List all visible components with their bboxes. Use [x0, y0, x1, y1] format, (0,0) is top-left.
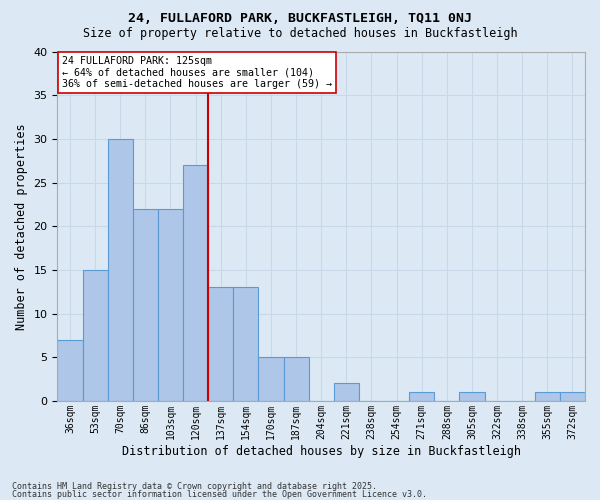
- Bar: [409, 392, 434, 401]
- Bar: [560, 392, 585, 401]
- Bar: [233, 288, 259, 401]
- Bar: [259, 357, 284, 401]
- Bar: [58, 340, 83, 401]
- Bar: [460, 392, 485, 401]
- Y-axis label: Number of detached properties: Number of detached properties: [15, 123, 28, 330]
- Text: 24 FULLAFORD PARK: 125sqm
← 64% of detached houses are smaller (104)
36% of semi: 24 FULLAFORD PARK: 125sqm ← 64% of detac…: [62, 56, 332, 89]
- Text: Contains HM Land Registry data © Crown copyright and database right 2025.: Contains HM Land Registry data © Crown c…: [12, 482, 377, 491]
- Bar: [284, 357, 308, 401]
- Bar: [334, 384, 359, 401]
- Bar: [83, 270, 107, 401]
- Bar: [158, 208, 183, 401]
- Text: Size of property relative to detached houses in Buckfastleigh: Size of property relative to detached ho…: [83, 28, 517, 40]
- Bar: [535, 392, 560, 401]
- Text: 24, FULLAFORD PARK, BUCKFASTLEIGH, TQ11 0NJ: 24, FULLAFORD PARK, BUCKFASTLEIGH, TQ11 …: [128, 12, 472, 26]
- Text: Contains public sector information licensed under the Open Government Licence v3: Contains public sector information licen…: [12, 490, 427, 499]
- Bar: [183, 165, 208, 401]
- Bar: [208, 288, 233, 401]
- Bar: [107, 139, 133, 401]
- Bar: [133, 208, 158, 401]
- X-axis label: Distribution of detached houses by size in Buckfastleigh: Distribution of detached houses by size …: [122, 444, 521, 458]
